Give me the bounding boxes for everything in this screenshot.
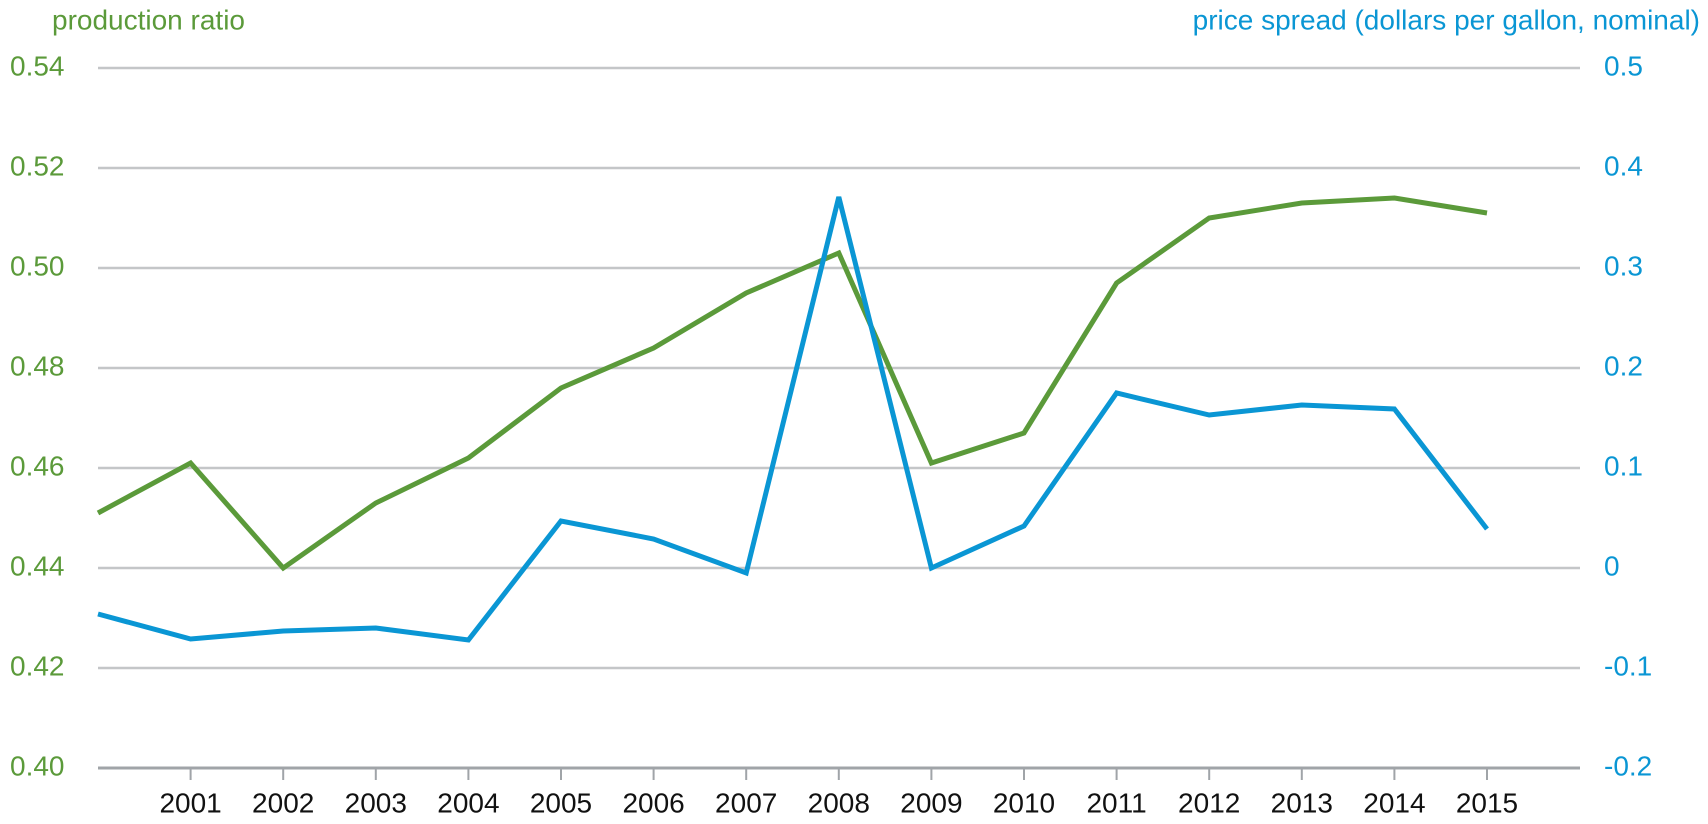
x-tick-label: 2005: [530, 787, 592, 818]
x-tick-label: 2007: [715, 787, 777, 818]
series-line: [96, 195, 1488, 572]
x-tick-label: 2015: [1456, 787, 1518, 818]
y2-tick-label: -0.1: [1604, 650, 1652, 681]
y2-tick-label: 0.4: [1604, 150, 1643, 181]
x-tick-label: 2011: [1086, 787, 1146, 818]
x-tick-label: 2010: [993, 787, 1055, 818]
x-tick-label: 2002: [252, 787, 314, 818]
x-tick-label: 2013: [1271, 787, 1333, 818]
y-tick-label: 0.50: [10, 250, 65, 281]
y-tick-label: 0.44: [10, 550, 65, 581]
y2-tick-label: 0.1: [1604, 450, 1643, 481]
x-tick-label: 2001: [159, 787, 221, 818]
y2-tick-label: 0.3: [1604, 250, 1643, 281]
x-tick-label: 2014: [1363, 787, 1425, 818]
x-tick-label: 2009: [900, 787, 962, 818]
y-axis-label: production ratio: [52, 4, 245, 35]
y-tick-label: 0.52: [10, 150, 65, 181]
y2-tick-label: 0.2: [1604, 350, 1643, 381]
x-tick-label: 2012: [1178, 787, 1240, 818]
y2-tick-label: -0.2: [1604, 750, 1652, 781]
x-tick-label: 2004: [437, 787, 499, 818]
x-tick-label: 2003: [345, 787, 407, 818]
y-tick-label: 0.42: [10, 650, 65, 681]
x-tick-label: 2008: [808, 787, 870, 818]
y2-tick-label: 0.5: [1604, 50, 1643, 81]
y-tick-label: 0.46: [10, 450, 65, 481]
series-line: [97, 196, 1489, 643]
y-tick-label: 0.54: [10, 50, 65, 81]
x-tick-label: 2006: [622, 787, 684, 818]
y2-axis-label: price spread (dollars per gallon, nomina…: [1193, 4, 1700, 35]
y-tick-label: 0.48: [10, 350, 65, 381]
y2-tick-label: 0: [1604, 550, 1620, 581]
y-tick-label: 0.40: [10, 750, 65, 781]
